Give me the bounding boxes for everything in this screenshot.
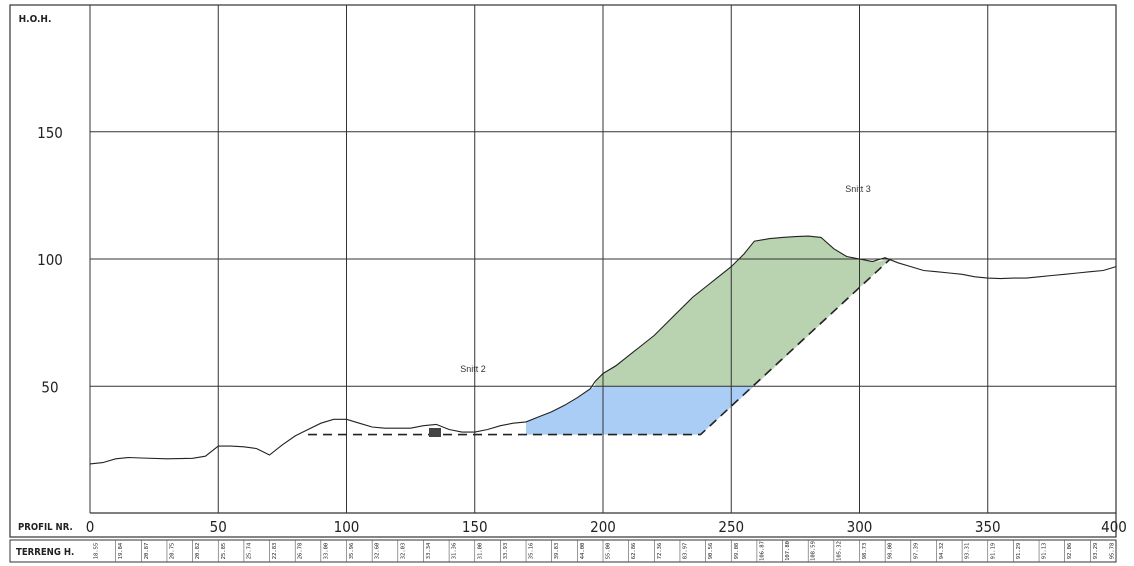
x-tick-label: 250 — [718, 518, 744, 536]
fill-area-upper — [595, 236, 891, 387]
terreng-value: 91.13 — [1042, 543, 1048, 560]
terreng-value: 93.29 — [1093, 543, 1099, 560]
terreng-values: 18.55 19.84 20.87 20.75 20.82 25.85 25.74 22.83… — [94, 540, 1116, 562]
terreng-value: 35.16 — [529, 543, 535, 560]
x-tick-label: 100 — [334, 518, 360, 536]
x-tick-label: 0 — [86, 518, 95, 536]
terreng-value: 83.97 — [682, 543, 688, 560]
drawing-frame — [9, 4, 1117, 538]
terreng-value: 91.29 — [1016, 543, 1022, 560]
terreng-value: 19.84 — [118, 542, 124, 559]
terreng-value: 108.59 — [811, 541, 817, 561]
terreng-value: 32.60 — [375, 543, 381, 560]
marker-block — [429, 428, 441, 437]
y-tick-label: 50 — [41, 378, 58, 396]
terreng-label: TERRENG H. — [16, 547, 74, 558]
terreng-value: 105.32 — [836, 541, 842, 561]
terreng-value: 31.00 — [477, 543, 483, 560]
terreng-value: 20.82 — [195, 543, 201, 560]
terreng-value: 97.39 — [913, 543, 919, 560]
x-tick-labels: 0 50 100 150 200 250 300 350 400 — [86, 518, 1127, 536]
x-tick-label: 50 — [210, 518, 227, 536]
terreng-value: 25.74 — [246, 542, 252, 559]
y-axis-title: H.O.H. — [19, 14, 52, 25]
terreng-value: 91.19 — [990, 543, 996, 560]
terreng-value: 22.83 — [272, 543, 278, 560]
terreng-value: 26.78 — [298, 543, 304, 560]
y-tick-label: 100 — [37, 251, 63, 269]
terreng-value: 33.93 — [503, 543, 509, 560]
terreng-value: 32.03 — [400, 543, 406, 560]
design-line-dashed — [308, 258, 891, 436]
terrain-line — [89, 235, 1117, 465]
terreng-value: 25.85 — [221, 543, 227, 560]
x-tick-label: 200 — [590, 518, 616, 536]
terreng-value: 92.06 — [1067, 543, 1073, 560]
terreng-value: 98.73 — [862, 543, 868, 560]
terreng-value: 106.87 — [759, 541, 765, 561]
terreng-value: 20.75 — [169, 543, 175, 560]
terreng-value: 93.31 — [965, 543, 971, 560]
terreng-value: 39.83 — [554, 543, 560, 560]
x-tick-label: 150 — [462, 518, 488, 536]
terreng-band — [9, 539, 1117, 563]
terreng-value: 44.00 — [580, 543, 586, 560]
x-tick-label: 400 — [1101, 518, 1127, 536]
x-tick-label: 350 — [975, 518, 1001, 536]
terreng-value: 33.34 — [426, 542, 432, 559]
terreng-value: 33.00 — [323, 543, 329, 560]
terreng-value: 35.96 — [349, 543, 355, 560]
snitt-2-label: Snitt 2 — [460, 364, 486, 374]
terreng-value: 55.00 — [606, 543, 612, 560]
terreng-value: 62.86 — [631, 543, 637, 560]
snitt-3-label: Snitt 3 — [845, 184, 871, 194]
x-tick-label: 300 — [847, 518, 873, 536]
fill-area-lower — [526, 386, 755, 435]
y-tick-label: 150 — [37, 124, 63, 142]
terreng-value: 99.08 — [734, 543, 740, 560]
terreng-value: 107.80 — [785, 541, 791, 561]
profil-nr-label: PROFIL NR. — [18, 522, 73, 533]
terreng-value: 31.36 — [452, 543, 458, 560]
grid — [89, 5, 1117, 514]
terreng-value: 98.00 — [888, 543, 894, 560]
terreng-value: 20.87 — [144, 543, 150, 560]
terreng-value: 94.32 — [939, 543, 945, 560]
terreng-value: 95.78 — [1110, 543, 1116, 560]
terreng-value: 18.55 — [94, 543, 100, 560]
terreng-value: 90.56 — [708, 543, 714, 560]
y-tick-labels: 50 100 150 — [37, 124, 63, 397]
terreng-value: 72.36 — [657, 543, 663, 560]
